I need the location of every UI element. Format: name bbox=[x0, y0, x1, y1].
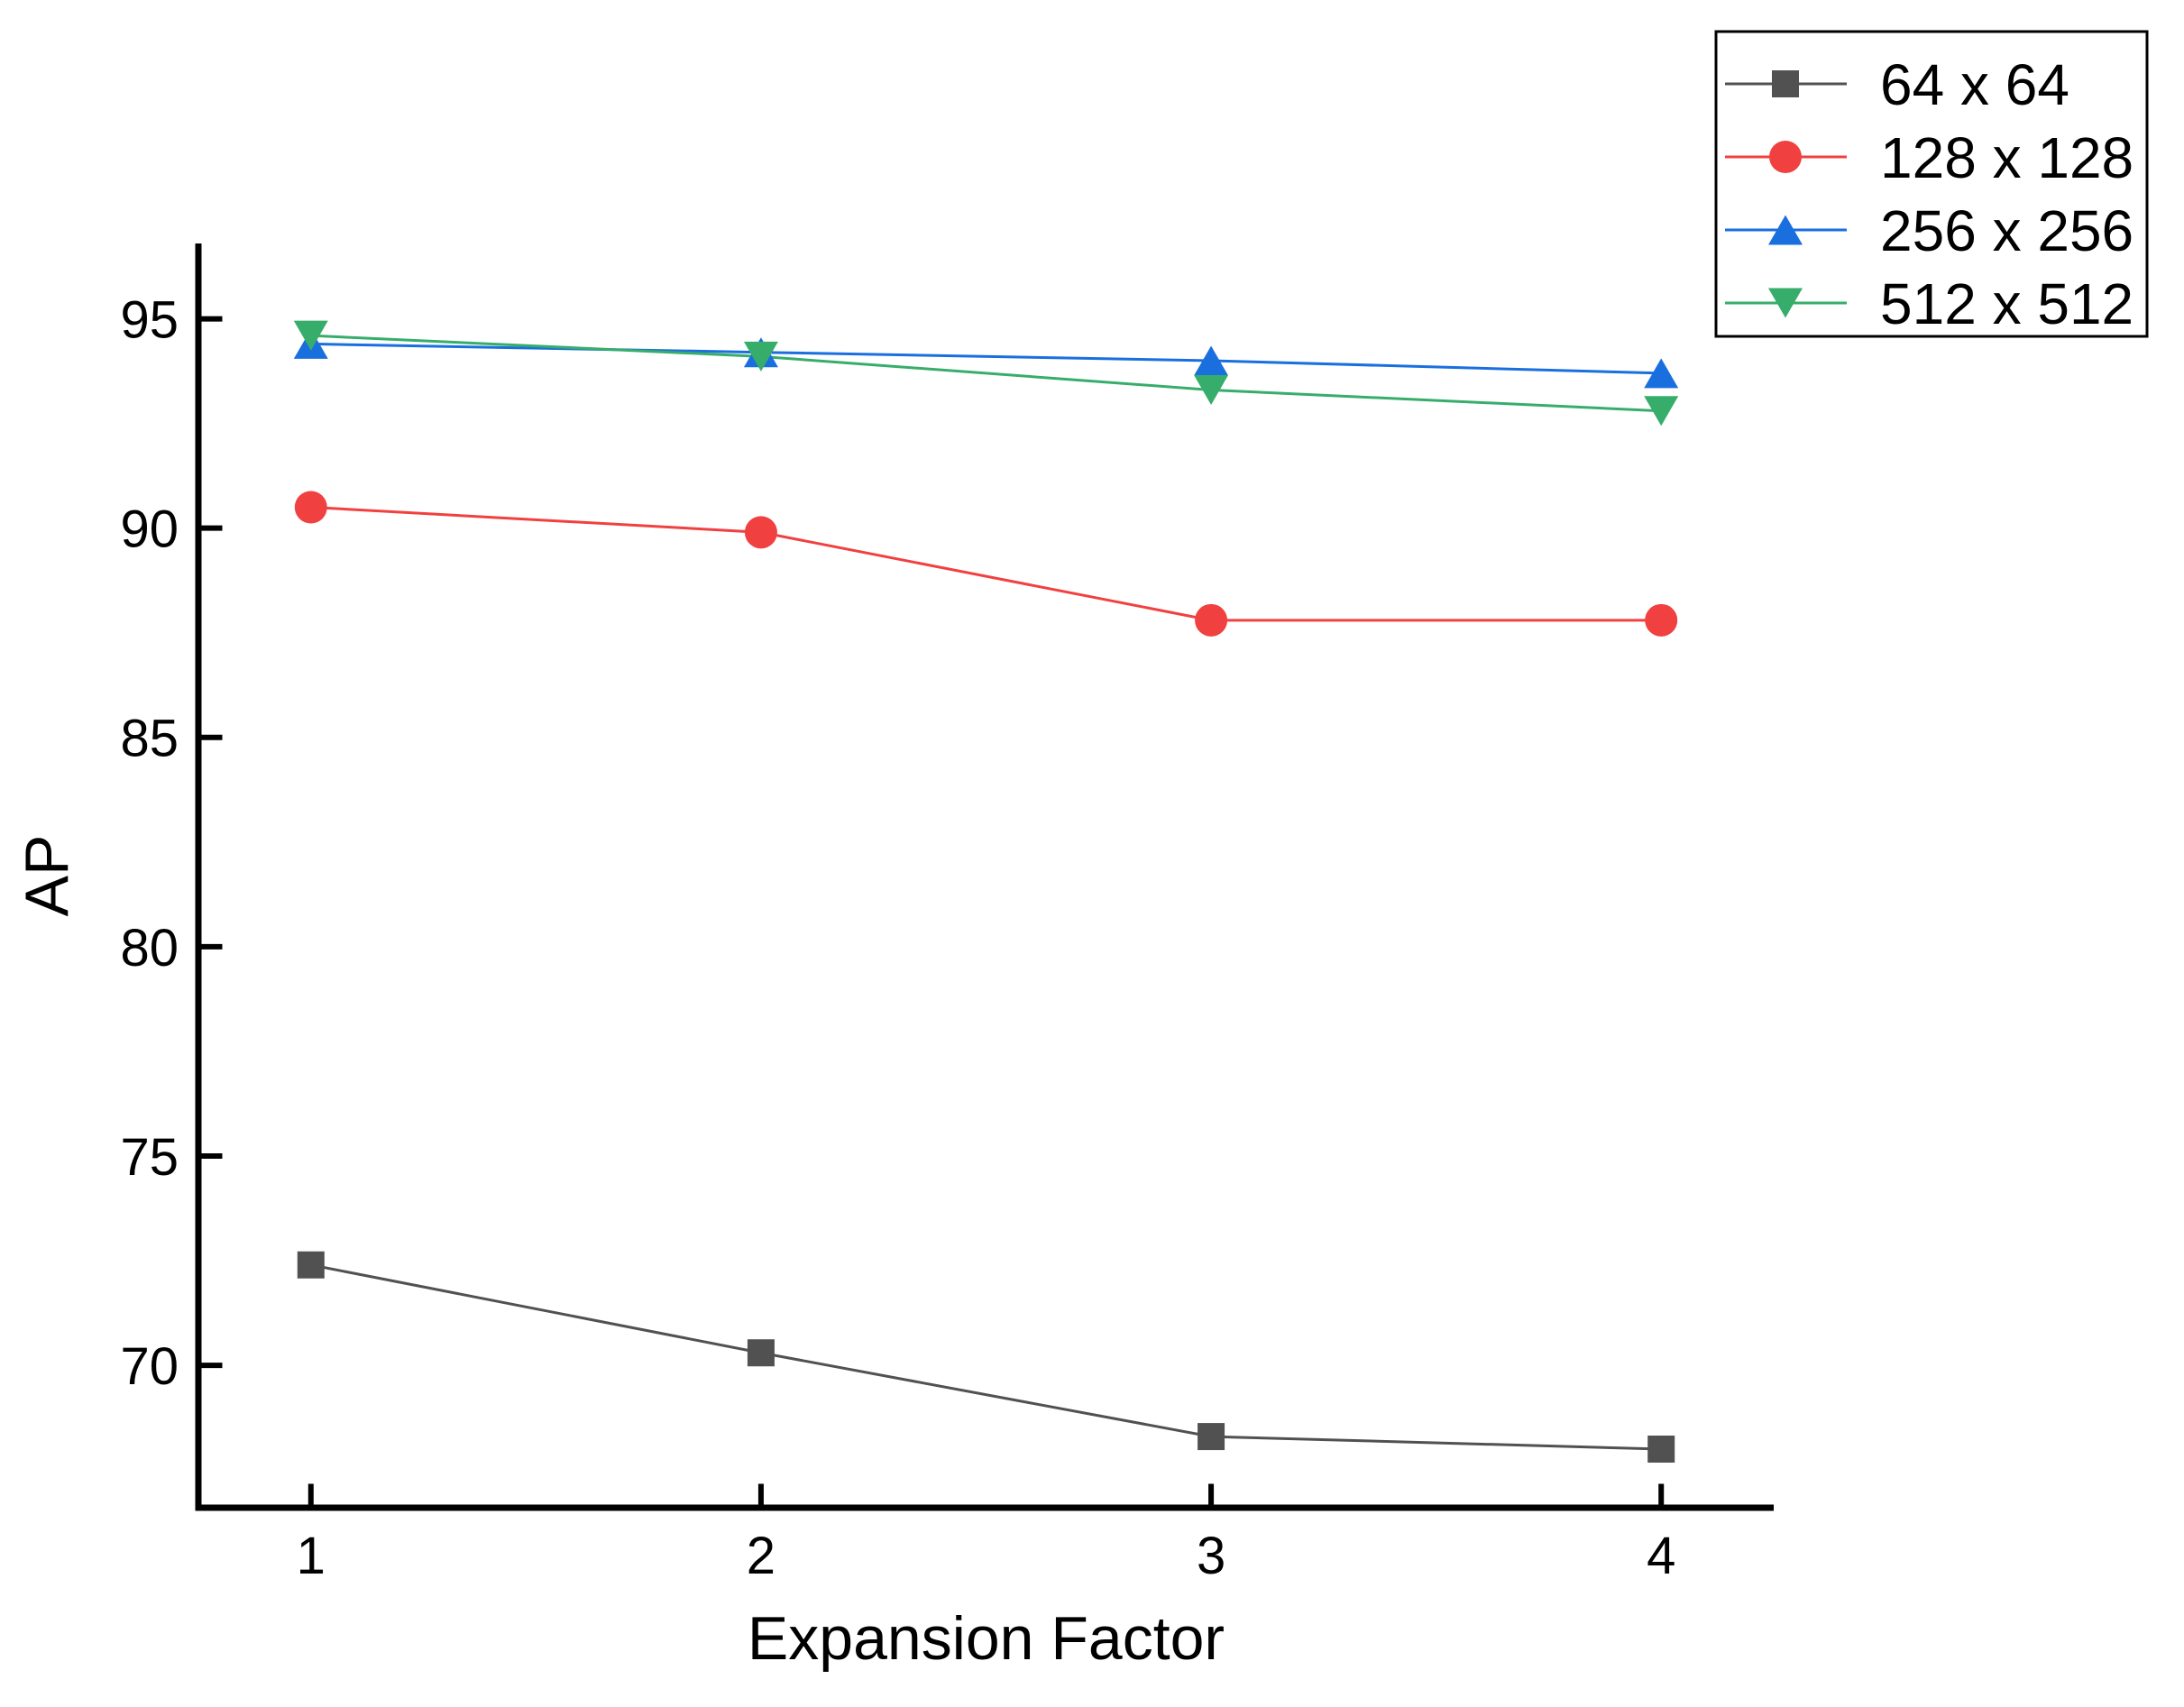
x-tick-label: 1 bbox=[297, 1527, 326, 1585]
y-tick-label: 85 bbox=[120, 710, 179, 768]
x-tick-label: 4 bbox=[1647, 1527, 1675, 1585]
legend-item: 128 x 128 bbox=[1725, 125, 2134, 190]
series-128x128-marker bbox=[1645, 603, 1678, 637]
series-256x256-line bbox=[310, 342, 1662, 375]
series-128x128-marker bbox=[294, 491, 327, 524]
series-512x512-marker bbox=[743, 341, 778, 372]
series-512x512-line bbox=[310, 334, 1662, 413]
x-axis-title: Expansion Factor bbox=[748, 1604, 1225, 1673]
legend-label: 256 x 256 bbox=[1880, 198, 2134, 263]
legend-item: 256 x 256 bbox=[1725, 198, 2134, 263]
legend-label: 512 x 512 bbox=[1880, 271, 2134, 336]
series-128x128-marker bbox=[1195, 603, 1228, 637]
y-tick-label: 90 bbox=[120, 500, 179, 559]
y-tick-label: 75 bbox=[120, 1128, 179, 1187]
series-512x512-marker bbox=[1644, 396, 1679, 427]
x-tick-label: 2 bbox=[747, 1527, 775, 1585]
series-256x256-marker bbox=[1644, 358, 1679, 389]
series-64x64-marker bbox=[747, 1339, 775, 1367]
legend-item: 512 x 512 bbox=[1725, 271, 2134, 336]
series-64x64-marker bbox=[1647, 1436, 1675, 1464]
series-64x64-marker bbox=[1198, 1423, 1225, 1451]
legend-item: 64 x 64 bbox=[1725, 52, 2069, 117]
legend-label: 64 x 64 bbox=[1880, 52, 2069, 117]
series-64x64-line bbox=[310, 1263, 1662, 1451]
legend-label: 128 x 128 bbox=[1880, 125, 2134, 190]
legend-512x512-marker bbox=[1768, 288, 1803, 318]
series-256x256-marker bbox=[1194, 345, 1229, 376]
series-128x128-marker bbox=[744, 516, 777, 549]
series-512x512-marker bbox=[293, 320, 328, 351]
series-512x512-marker bbox=[1194, 374, 1229, 405]
y-axis-title: AP bbox=[13, 835, 81, 917]
legend: 64 x 64 128 x 128 256 x 256 512 x 512 bbox=[1714, 30, 2149, 338]
y-tick-label: 70 bbox=[120, 1337, 179, 1396]
legend-128x128-marker bbox=[1769, 141, 1802, 173]
series-128x128-line bbox=[310, 505, 1662, 622]
series-64x64-marker bbox=[297, 1251, 325, 1279]
y-tick-label: 95 bbox=[120, 290, 179, 349]
legend-64x64-marker bbox=[1772, 70, 1799, 97]
legend-256x256-marker bbox=[1768, 215, 1803, 245]
x-tick-label: 3 bbox=[1197, 1527, 1225, 1585]
y-tick-label: 80 bbox=[120, 919, 179, 977]
